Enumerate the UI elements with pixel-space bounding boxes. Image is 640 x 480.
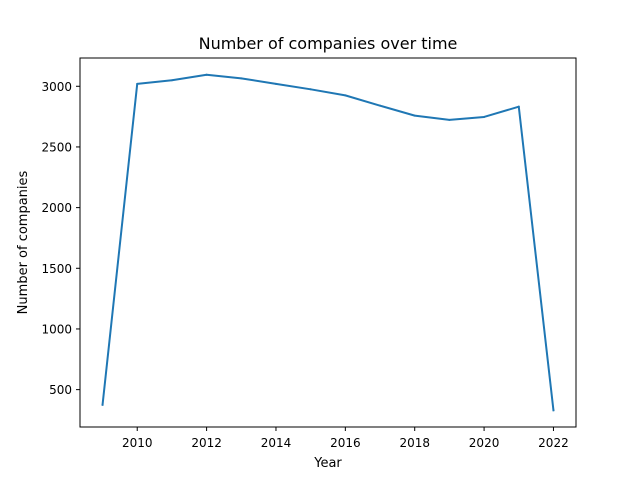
data-points <box>101 73 555 412</box>
y-axis-ticks: 500 1000 1500 2000 2500 3000 <box>41 80 80 397</box>
y-tick-label: 1500 <box>41 262 72 276</box>
y-tick-label: 2500 <box>41 140 72 154</box>
x-tick-label: 2020 <box>469 436 500 450</box>
data-point <box>379 104 382 107</box>
data-point <box>517 105 520 108</box>
y-tick-label: 500 <box>49 383 72 397</box>
y-tick-label: 1000 <box>41 322 72 336</box>
y-axis-label: Number of companies <box>16 170 31 314</box>
data-point <box>413 114 416 117</box>
data-point <box>240 77 243 80</box>
x-tick-label: 2014 <box>261 436 292 450</box>
data-point <box>136 82 139 85</box>
x-tick-label: 2018 <box>399 436 430 450</box>
x-tick-label: 2012 <box>191 436 222 450</box>
data-point <box>448 118 451 121</box>
data-point <box>309 88 312 91</box>
y-tick-label: 3000 <box>41 80 72 94</box>
data-point <box>205 73 208 76</box>
x-axis-ticks: 2010 2012 2014 2016 2018 2020 2022 <box>122 427 569 450</box>
plot-frame <box>79 57 577 428</box>
data-point <box>274 82 277 85</box>
series-line <box>101 73 555 412</box>
data-point <box>344 94 347 97</box>
x-tick-label: 2010 <box>122 436 153 450</box>
x-axis-label: Year <box>313 456 342 471</box>
data-point <box>552 409 555 412</box>
y-tick-label: 2000 <box>41 201 72 215</box>
x-tick-label: 2022 <box>538 436 569 450</box>
x-tick-label: 2016 <box>330 436 361 450</box>
data-point <box>170 79 173 82</box>
data-point <box>101 403 104 406</box>
data-point <box>483 115 486 118</box>
plot-area <box>101 73 555 412</box>
chart-title: Number of companies over time <box>199 34 458 53</box>
